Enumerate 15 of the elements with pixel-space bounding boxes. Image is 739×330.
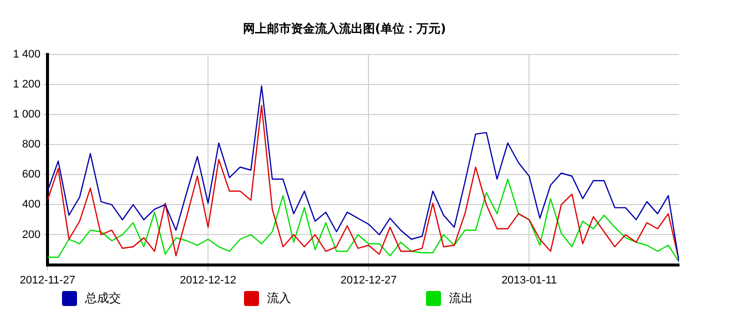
x-tick-label: 2013-01-11 — [501, 274, 557, 286]
x-tick-label: 2012-11-27 — [20, 274, 76, 286]
x-tick-label: 2012-12-27 — [340, 274, 397, 286]
legend-label: 流出 — [449, 290, 473, 307]
legend-label: 流入 — [267, 290, 291, 307]
y-tick-label: 1 400 — [12, 48, 41, 60]
y-tick-label: 1 200 — [12, 78, 41, 90]
y-tick-label: 400 — [22, 198, 41, 211]
y-tick-label: 800 — [22, 138, 41, 151]
y-tick-label: 1 000 — [12, 108, 41, 121]
y-tick-label: 600 — [22, 168, 41, 181]
y-tick-label: 200 — [22, 228, 41, 241]
x-tick-label: 2012-12-12 — [180, 274, 236, 286]
legend-label: 总成交 — [85, 290, 121, 307]
chart-title: 网上邮市资金流入流出图(单位：万元) — [243, 21, 446, 36]
